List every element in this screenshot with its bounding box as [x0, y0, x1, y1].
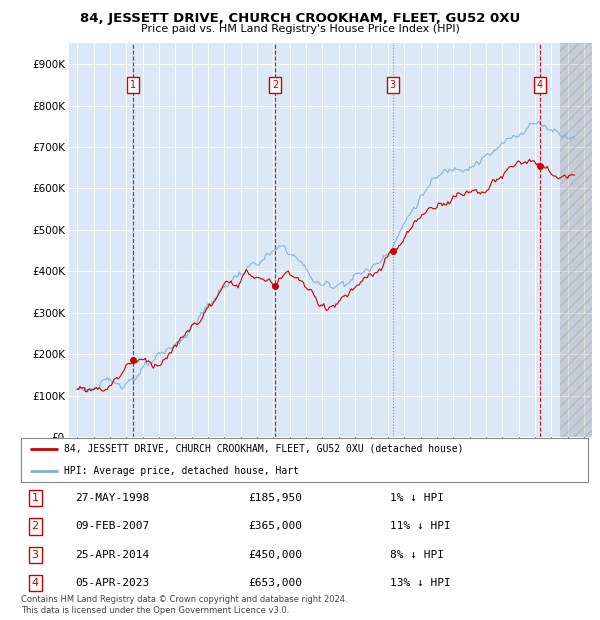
Text: 1: 1: [32, 494, 38, 503]
Text: 1% ↓ HPI: 1% ↓ HPI: [389, 494, 443, 503]
Text: 25-APR-2014: 25-APR-2014: [75, 550, 149, 560]
Text: 2: 2: [32, 521, 39, 531]
Text: Price paid vs. HM Land Registry's House Price Index (HPI): Price paid vs. HM Land Registry's House …: [140, 24, 460, 33]
Text: HPI: Average price, detached house, Hart: HPI: Average price, detached house, Hart: [64, 466, 299, 476]
Text: £365,000: £365,000: [248, 521, 302, 531]
Text: 84, JESSETT DRIVE, CHURCH CROOKHAM, FLEET, GU52 0XU (detached house): 84, JESSETT DRIVE, CHURCH CROOKHAM, FLEE…: [64, 444, 463, 454]
Text: £450,000: £450,000: [248, 550, 302, 560]
Text: 11% ↓ HPI: 11% ↓ HPI: [389, 521, 450, 531]
Bar: [560, 43, 592, 437]
Text: 27-MAY-1998: 27-MAY-1998: [75, 494, 149, 503]
Text: 3: 3: [389, 80, 396, 90]
Text: 3: 3: [32, 550, 38, 560]
Text: 13% ↓ HPI: 13% ↓ HPI: [389, 578, 450, 588]
Text: Contains HM Land Registry data © Crown copyright and database right 2024.: Contains HM Land Registry data © Crown c…: [21, 595, 347, 604]
Text: 4: 4: [32, 578, 39, 588]
Text: 09-FEB-2007: 09-FEB-2007: [75, 521, 149, 531]
Text: 84, JESSETT DRIVE, CHURCH CROOKHAM, FLEET, GU52 0XU: 84, JESSETT DRIVE, CHURCH CROOKHAM, FLEE…: [80, 12, 520, 25]
Text: 8% ↓ HPI: 8% ↓ HPI: [389, 550, 443, 560]
Text: £185,950: £185,950: [248, 494, 302, 503]
Text: This data is licensed under the Open Government Licence v3.0.: This data is licensed under the Open Gov…: [21, 606, 289, 615]
Text: £653,000: £653,000: [248, 578, 302, 588]
Text: 4: 4: [537, 80, 543, 90]
Text: 05-APR-2023: 05-APR-2023: [75, 578, 149, 588]
Text: 2: 2: [272, 80, 278, 90]
Text: 1: 1: [130, 80, 136, 90]
